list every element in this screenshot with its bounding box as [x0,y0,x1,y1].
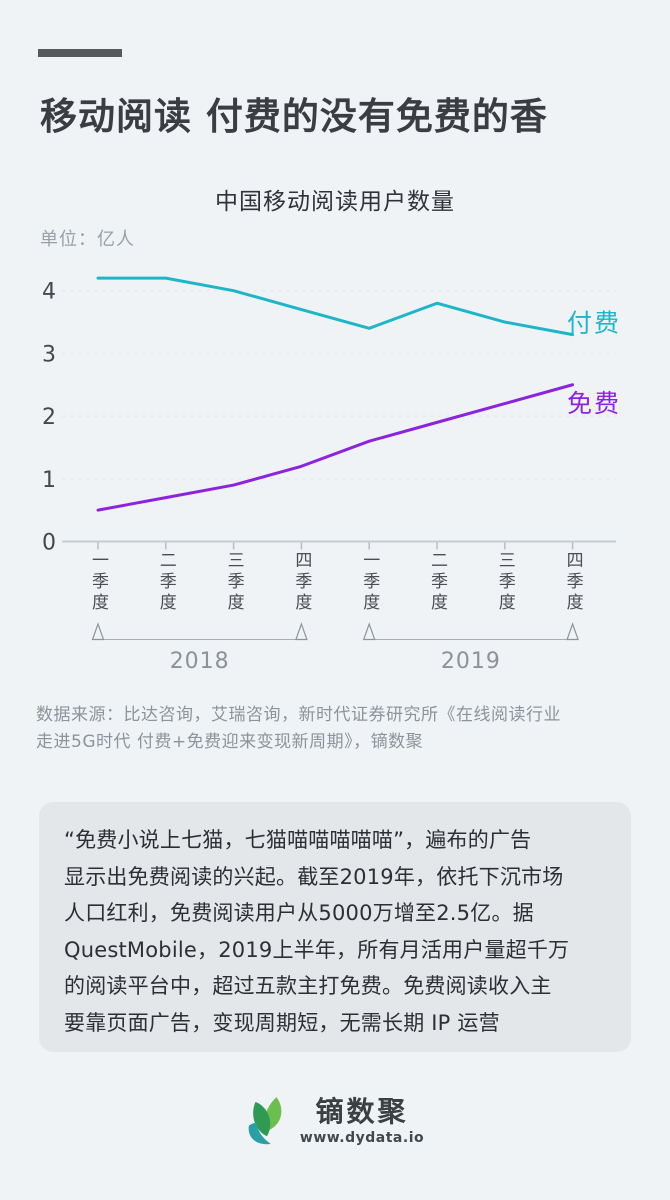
year-label: 2019 [440,649,501,674]
logo-url: www.dydata.io [299,1129,425,1146]
bracket-triangle-icon [362,622,376,641]
source-text: 数据来源：比达咨询，艾瑞咨询，新时代证券研究所《在线阅读行业 走进5G时代 付费… [36,705,561,752]
x-axis-label: 一季度 [359,551,380,614]
x-axis-label: 三季度 [494,551,515,614]
series-line-free [96,383,575,512]
y-axis-label: 2 [42,405,56,430]
y-axis-label: 3 [42,342,56,367]
x-axis-label: 二季度 [427,551,447,614]
unit-label: 单位：亿人 [40,229,135,250]
page-title: 移动阅读 付费的没有免费的香 [40,95,548,138]
x-axis-label: 四季度 [562,551,583,614]
summary-text: “免费小说上七猫，七猫喵喵喵喵喵”，遍布的广告 显示出免费阅读的兴起。截至201… [64,828,570,1035]
series-label-paid: 付费 [567,309,621,338]
y-axis-label: 0 [42,531,56,556]
bracket-triangle-icon [295,622,308,641]
y-axis-label: 4 [42,280,56,305]
summary-card: “免费小说上七猫，七猫喵喵喵喵喵”，遍布的广告 显示出免费阅读的兴起。截至201… [39,802,631,1052]
year-label: 2018 [169,649,230,674]
title-accent-dash [38,49,122,57]
x-axis-label: 四季度 [291,551,312,614]
bracket-triangle-icon [91,622,105,641]
series-line-paid [96,276,575,337]
footer-logo: 镝数聚 www.dydata.io [0,1096,670,1146]
chart-title: 中国移动阅读用户数量 [215,189,455,215]
y-axis-label: 1 [42,468,56,493]
x-axis-label: 二季度 [155,551,176,614]
logo-leaf-icon [248,1097,282,1145]
series-label-free: 免费 [567,389,621,418]
logo-text: 镝数聚 [315,1094,409,1128]
x-axis-label: 一季度 [88,551,108,614]
bracket-triangle-icon [566,622,579,641]
x-axis-label: 三季度 [223,551,244,614]
